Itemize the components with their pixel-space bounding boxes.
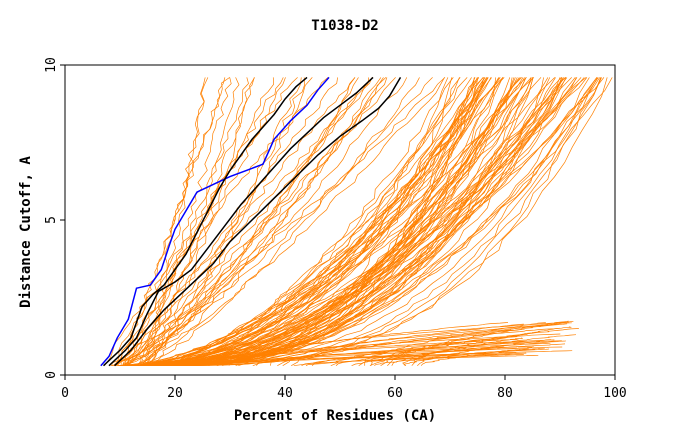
model-curve — [132, 77, 356, 367]
model-curve — [137, 77, 313, 367]
model-curve — [145, 77, 480, 367]
model-curve — [145, 77, 527, 367]
model-curve — [151, 77, 532, 367]
y-tick-label: 5 — [44, 216, 59, 224]
model-curve — [124, 77, 230, 366]
model-curve — [141, 77, 599, 367]
y-axis-label: Distance Cutoff, A — [18, 156, 34, 308]
highlight-curve-black — [108, 76, 374, 367]
model-curve — [222, 346, 563, 367]
model-curve — [111, 77, 274, 366]
model-curve — [120, 77, 563, 367]
model-curve — [144, 77, 232, 366]
model-curve — [112, 77, 446, 366]
model-curve — [157, 77, 602, 367]
x-axis-label: Percent of Residues (CA) — [234, 408, 436, 424]
model-curve — [135, 77, 566, 367]
model-curve — [420, 347, 545, 366]
model-curve — [122, 77, 587, 367]
model-curve — [119, 77, 598, 367]
model-curve — [128, 77, 486, 367]
chart-title: T1038-D2 — [311, 18, 378, 34]
highlighted-model-curves — [100, 76, 402, 367]
model-curve — [132, 77, 468, 367]
model-curve — [123, 77, 445, 367]
model-curve — [129, 77, 209, 366]
x-tick-label: 0 — [61, 386, 69, 401]
x-tick-label: 100 — [603, 386, 626, 401]
model-curve — [129, 77, 598, 367]
model-curve — [128, 77, 504, 367]
x-tick-label: 80 — [497, 386, 513, 401]
model-curve — [147, 77, 420, 367]
background-model-curves — [104, 77, 613, 367]
model-curve — [238, 342, 551, 367]
model-curve — [130, 77, 561, 367]
highlight-curve-black — [102, 76, 308, 367]
y-tick-label: 0 — [44, 371, 59, 379]
x-tick-label: 60 — [387, 386, 403, 401]
highlight-curve-black — [113, 77, 402, 367]
highlight-curve-blue — [100, 76, 330, 367]
model-curve — [411, 326, 572, 366]
model-curve — [370, 335, 523, 366]
model-curve — [128, 77, 396, 366]
model-curve — [305, 354, 524, 367]
model-curve — [144, 77, 302, 367]
model-curve — [291, 328, 525, 367]
model-curve — [152, 77, 590, 367]
model-curve — [369, 340, 566, 367]
model-curve — [256, 322, 572, 366]
x-tick-label: 20 — [167, 386, 183, 401]
x-tick-label: 40 — [277, 386, 293, 401]
model-curve — [380, 320, 569, 366]
model-curve — [358, 322, 546, 366]
axis-ticks: 0 20 40 60 80 100 0 5 10 — [44, 57, 627, 401]
model-curve — [269, 323, 524, 366]
model-curve — [178, 339, 555, 367]
model-curve — [132, 77, 567, 367]
model-curve — [282, 323, 568, 366]
y-tick-label: 10 — [44, 57, 59, 73]
model-curve — [138, 77, 563, 367]
model-curve — [114, 77, 286, 367]
model-curve — [120, 77, 387, 367]
model-curve — [127, 77, 373, 366]
model-curve — [130, 77, 527, 367]
model-curve — [140, 77, 206, 366]
model-curve — [121, 77, 359, 367]
model-curve — [141, 77, 480, 367]
model-curve — [153, 77, 505, 367]
model-curve — [208, 353, 510, 367]
model-curve — [113, 77, 374, 366]
model-curve — [131, 77, 454, 367]
model-curve — [142, 77, 255, 367]
